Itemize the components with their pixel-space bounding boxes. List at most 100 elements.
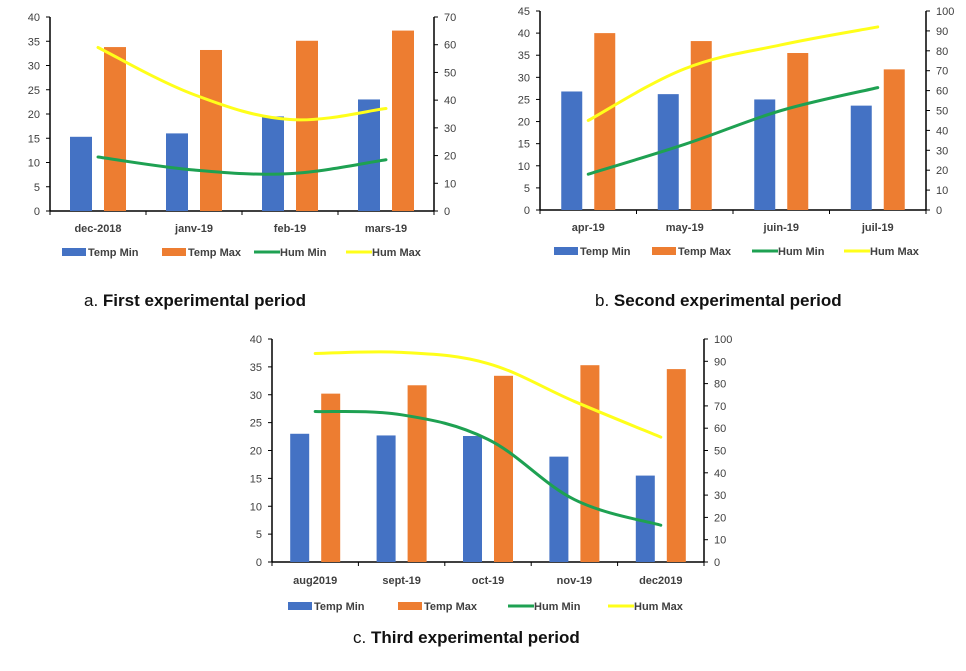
legend-swatch-temp-min	[554, 247, 578, 255]
bar-temp-min	[561, 91, 583, 210]
legend-swatch-temp-min	[288, 602, 312, 610]
caption-c: c. Third experimental period	[353, 628, 580, 648]
y-right-tick-label: 10	[714, 535, 726, 547]
bar-temp-min	[549, 456, 569, 562]
bar-temp-min	[463, 436, 482, 562]
bar-temp-max	[494, 375, 513, 562]
bar-temp-min	[262, 116, 284, 211]
legend-label-temp-max: Temp Max	[424, 601, 478, 613]
y-left-tick-label: 30	[28, 61, 40, 73]
bar-temp-min	[635, 475, 655, 562]
bar-temp-min	[358, 99, 380, 211]
y-left-tick-label: 5	[256, 529, 262, 541]
y-right-tick-label: 80	[936, 46, 948, 58]
x-tick-label: juin-19	[763, 222, 799, 234]
y-right-tick-label: 40	[714, 468, 726, 480]
y-right-tick-label: 10	[936, 185, 948, 197]
bar-temp-max	[883, 69, 905, 210]
y-left-tick-label: 25	[28, 85, 40, 97]
y-right-tick-label: 50	[714, 446, 726, 458]
y-left-tick-label: 40	[518, 28, 530, 40]
x-tick-label: juil-19	[861, 222, 894, 234]
y-right-tick-label: 0	[714, 557, 720, 569]
legend-label-hum-max: Hum Max	[634, 601, 684, 613]
y-left-tick-label: 20	[518, 117, 530, 129]
y-right-tick-label: 60	[444, 40, 456, 52]
legend-label-hum-max: Hum Max	[372, 247, 422, 259]
x-tick-label: janv-19	[174, 223, 213, 235]
bar-temp-min	[850, 105, 872, 210]
x-tick-label: oct-19	[472, 575, 504, 587]
y-left-tick-label: 35	[518, 50, 530, 62]
y-right-tick-label: 0	[444, 206, 450, 218]
x-tick-label: feb-19	[274, 223, 306, 235]
bar-temp-min	[754, 99, 776, 210]
y-left-tick-label: 30	[518, 72, 530, 84]
y-right-tick-label: 70	[714, 401, 726, 413]
bar-temp-min	[376, 435, 396, 562]
y-left-tick-label: 15	[250, 473, 262, 485]
legend-label-hum-max: Hum Max	[870, 246, 920, 258]
bar-temp-max	[594, 33, 616, 210]
y-left-tick-label: 5	[524, 183, 530, 195]
y-right-tick-label: 90	[714, 356, 726, 368]
y-right-tick-label: 70	[444, 12, 456, 24]
y-left-tick-label: 45	[518, 6, 530, 18]
chart-second-period: 0 5 10 15 20 25 30 35 40 45 0 10 20 30 40 50 60 70 80 90 100…	[518, 6, 955, 258]
x-tick-label: nov-19	[557, 575, 592, 587]
legend-swatch-temp-min	[62, 248, 86, 256]
y-right-tick-label: 30	[714, 490, 726, 502]
y-left-tick-label: 0	[256, 557, 262, 569]
y-right-tick-label: 100	[714, 334, 732, 346]
bar-temp-max	[787, 53, 809, 211]
bar-temp-max	[392, 30, 414, 211]
x-tick-label: dec-2018	[74, 223, 121, 235]
y-right-tick-label: 40	[444, 95, 456, 107]
y-left-tick-label: 15	[518, 139, 530, 151]
y-right-tick-label: 40	[936, 125, 948, 137]
bar-temp-max	[690, 41, 712, 211]
y-right-tick-label: 100	[936, 6, 954, 18]
caption-c-prefix: c.	[353, 628, 367, 647]
y-right-tick-label: 70	[936, 66, 948, 78]
y-right-tick-label: 30	[936, 145, 948, 157]
line-hum-min	[96, 155, 388, 176]
legend-label-hum-min: Hum Min	[778, 246, 825, 258]
x-tick-label: apr-19	[572, 222, 605, 234]
y-left-tick-label: 5	[34, 182, 40, 194]
legend-label-temp-min: Temp Min	[314, 601, 365, 613]
line-hum-max	[586, 25, 880, 122]
chart-third-period: 0 5 10 15 20 25 30 35 40 0 10 20 30 40 50 60 70 80 90 100 au…	[250, 334, 733, 613]
line-hum-min	[586, 86, 880, 176]
bar-temp-max	[104, 47, 126, 211]
caption-a-text: First experimental period	[102, 291, 307, 310]
bar-temp-max	[407, 385, 427, 562]
x-tick-label: dec2019	[639, 575, 682, 587]
caption-a-prefix: a.	[84, 291, 99, 310]
bar-temp-max	[200, 49, 222, 212]
y-left-tick-label: 30	[250, 390, 262, 402]
legend-swatch-temp-max	[398, 602, 422, 610]
bar-temp-max	[666, 369, 686, 562]
y-right-tick-label: 50	[444, 67, 456, 79]
bar-temp-min	[166, 133, 188, 211]
bar-temp-max	[296, 40, 318, 211]
y-left-tick-label: 10	[28, 158, 40, 170]
caption-b-text: Second experimental period	[613, 291, 842, 310]
x-tick-label: sept-19	[382, 575, 421, 587]
caption-b-prefix: b.	[595, 291, 610, 310]
legend-label-temp-min: Temp Min	[88, 247, 139, 259]
y-left-tick-label: 10	[250, 501, 262, 513]
bar-temp-max	[321, 393, 341, 562]
caption-a: a. First experimental period	[84, 291, 306, 311]
y-left-tick-label: 20	[28, 109, 40, 121]
caption-b: b. Second experimental period	[595, 291, 842, 311]
y-right-tick-label: 20	[714, 512, 726, 524]
x-tick-label: may-19	[666, 222, 704, 234]
bar-temp-max	[580, 365, 600, 562]
y-left-tick-label: 20	[250, 446, 262, 458]
y-left-tick-label: 40	[28, 12, 40, 24]
bar-temp-min	[657, 94, 679, 210]
line-hum-max	[313, 350, 663, 439]
x-tick-label: mars-19	[365, 223, 407, 235]
